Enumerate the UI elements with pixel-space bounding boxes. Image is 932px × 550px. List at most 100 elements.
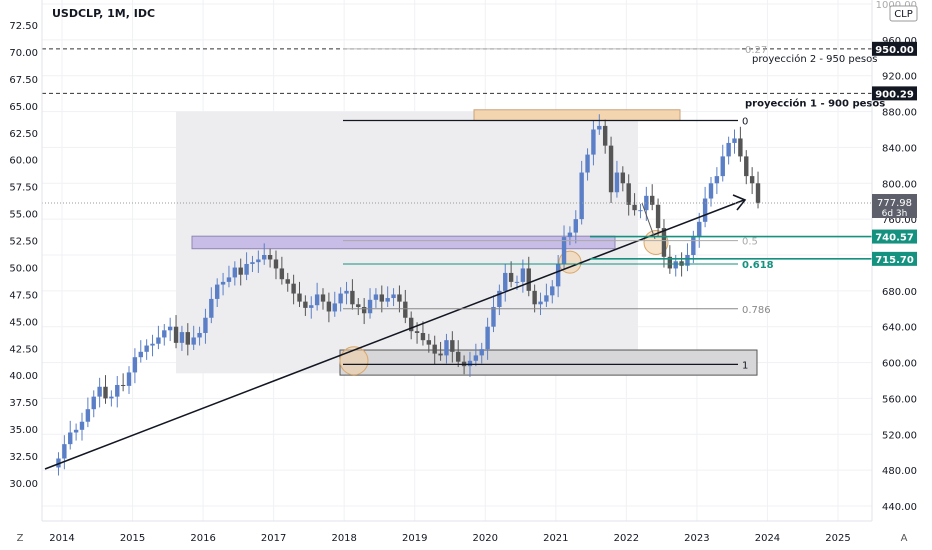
candle-body (608, 145, 614, 193)
candle-body (667, 256, 673, 269)
candle-body (185, 332, 191, 345)
candle-body (120, 384, 126, 386)
x-tick-label: 2019 (402, 533, 427, 544)
candle-body (602, 125, 608, 146)
left-tick-label: 70.00 (9, 48, 38, 59)
left-axis: 30.00 32.50 35.00 37.50 40.00 42.50 45.00 47.50… (9, 0, 43, 521)
candle-body (614, 172, 620, 193)
right-tick-label: 760.00 (882, 215, 917, 226)
candle-body (749, 176, 755, 184)
candle-body (361, 306, 367, 314)
candle-body (109, 396, 114, 399)
x-tick-label: 2017 (261, 533, 286, 544)
left-tick-label: 30.00 (9, 479, 38, 490)
corner-right-label[interactable]: A (901, 533, 908, 544)
candle-body (68, 432, 73, 445)
candle-body (162, 330, 167, 338)
left-tick-label: 57.50 (9, 183, 38, 194)
candle-body (79, 421, 85, 430)
candle-body (91, 396, 96, 410)
left-tick-label: 45.00 (9, 317, 38, 328)
currency-badge[interactable] (889, 5, 918, 22)
candle-body (226, 277, 232, 282)
candle-body (297, 293, 302, 302)
x-tick-label: 2016 (190, 533, 215, 544)
candle-body (209, 298, 214, 318)
candle-body (73, 429, 79, 433)
candle-body (650, 195, 655, 205)
candle-body (532, 290, 537, 305)
left-tick-label: 67.50 (9, 75, 38, 86)
right-tick-label: 880.00 (882, 108, 917, 119)
candle-body (514, 281, 520, 283)
right-tick-label: 960.00 (882, 36, 917, 47)
candle-body (408, 317, 414, 332)
candle-body (644, 195, 649, 211)
right-tick-label: 480.00 (882, 466, 917, 477)
candle-body (62, 444, 67, 459)
candle-body (273, 259, 279, 269)
left-tick-label: 32.50 (9, 452, 38, 463)
candle-body (144, 345, 149, 352)
candle-body (708, 183, 714, 199)
support-price-tag-text: 740.57 (875, 233, 914, 244)
candle-body (391, 294, 396, 299)
candle-body (191, 337, 196, 345)
candle-body (332, 303, 337, 312)
x-tick-label: 2023 (684, 533, 709, 544)
candle-body (655, 204, 661, 229)
candle-body (320, 294, 326, 302)
candle-body (508, 272, 514, 282)
candle-body (338, 293, 343, 304)
candle-body (538, 301, 543, 305)
x-tick-label: 2024 (755, 533, 780, 544)
candle-body (550, 286, 555, 296)
candle-body (520, 268, 526, 282)
x-axis: 2014 2015 2016 2017 2018 2019 2020 2021 2022 2023… (42, 520, 872, 544)
left-tick-label: 62.50 (9, 129, 38, 140)
candle-body (426, 340, 432, 345)
resistance-zone (473, 109, 681, 122)
right-tick-label: 440.00 (882, 502, 917, 513)
candle-body (356, 304, 361, 307)
candle-body (597, 125, 602, 130)
right-tick-label: 800.00 (882, 179, 917, 190)
x-tick-label: 2020 (473, 533, 498, 544)
candle-body (344, 290, 349, 294)
target-arrow (641, 202, 656, 240)
right-tick-label: 520.00 (882, 430, 917, 441)
candle-body (197, 332, 202, 338)
support-zone (191, 235, 616, 250)
candle-body (414, 331, 420, 333)
fib-level-label: 0.618 (742, 260, 774, 271)
candle-body (291, 283, 296, 294)
right-axis: 440.00 480.00 520.00 560.00 600.00 640.00 680.… (871, 0, 917, 521)
candle-body (103, 386, 108, 399)
candle-body (244, 263, 249, 275)
zones (176, 109, 758, 376)
fib-level-label: 0 (742, 117, 748, 128)
candle-body (544, 295, 549, 302)
left-tick-label: 72.50 (9, 21, 38, 32)
left-tick-label: 55.00 (9, 210, 38, 221)
candles (56, 114, 761, 476)
candle-body (691, 237, 696, 255)
x-tick-label: 2021 (543, 533, 568, 544)
candle-body (697, 221, 702, 238)
candle-body (173, 326, 179, 343)
candle-body (138, 351, 143, 358)
candle-body (379, 294, 384, 302)
candle-body (97, 386, 102, 397)
projection-fib-label: 0.27 (745, 45, 767, 56)
projection-price-tag-text: 950.00 (875, 45, 914, 56)
x-tick-label: 2022 (614, 533, 639, 544)
candle-body (397, 294, 402, 302)
candle-body (267, 255, 273, 260)
candle-body (526, 268, 531, 291)
candle-body (262, 255, 267, 260)
fib-level-label: 0.786 (742, 305, 771, 316)
candle-body (473, 355, 479, 361)
left-tick-label: 42.50 (9, 344, 38, 355)
